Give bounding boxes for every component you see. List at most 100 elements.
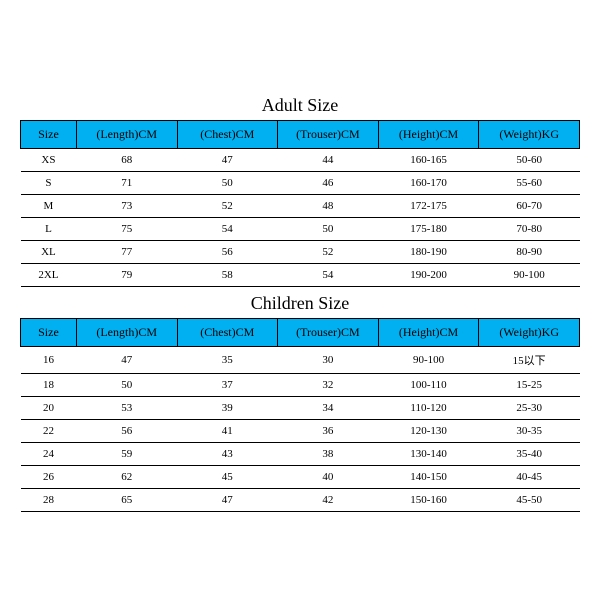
table-cell: 47 — [177, 148, 278, 171]
children-size-table: Size (Length)CM (Chest)CM (Trouser)CM (H… — [20, 318, 580, 512]
table-cell: 90-100 — [479, 263, 580, 286]
table-cell: 150-160 — [378, 488, 479, 511]
table-cell: 62 — [76, 465, 177, 488]
table-cell: 58 — [177, 263, 278, 286]
table-cell: 47 — [76, 346, 177, 373]
table-row: L755450175-18070-80 — [21, 217, 580, 240]
table-cell: 43 — [177, 442, 278, 465]
col-size: Size — [21, 120, 77, 148]
table-cell: 73 — [76, 194, 177, 217]
table-row: 22564136120-13030-35 — [21, 419, 580, 442]
table-cell: L — [21, 217, 77, 240]
table-cell: 15以下 — [479, 346, 580, 373]
table-cell: 75 — [76, 217, 177, 240]
table-cell: 190-200 — [378, 263, 479, 286]
table-cell: S — [21, 171, 77, 194]
col-height: (Height)CM — [378, 318, 479, 346]
table-cell: 60-70 — [479, 194, 580, 217]
col-height: (Height)CM — [378, 120, 479, 148]
table-cell: 40-45 — [479, 465, 580, 488]
table-cell: 15-25 — [479, 373, 580, 396]
col-length: (Length)CM — [76, 318, 177, 346]
table-cell: 20 — [21, 396, 77, 419]
table-cell: 52 — [278, 240, 379, 263]
table-cell: 52 — [177, 194, 278, 217]
table-cell: 54 — [278, 263, 379, 286]
table-cell: 30 — [278, 346, 379, 373]
col-size: Size — [21, 318, 77, 346]
table-cell: 65 — [76, 488, 177, 511]
table-cell: 180-190 — [378, 240, 479, 263]
table-cell: 70-80 — [479, 217, 580, 240]
col-length: (Length)CM — [76, 120, 177, 148]
table-cell: 35-40 — [479, 442, 580, 465]
col-chest: (Chest)CM — [177, 318, 278, 346]
table-cell: M — [21, 194, 77, 217]
table-cell: 16 — [21, 346, 77, 373]
table-header-row: Size (Length)CM (Chest)CM (Trouser)CM (H… — [21, 318, 580, 346]
table-cell: 18 — [21, 373, 77, 396]
table-row: 20533934110-12025-30 — [21, 396, 580, 419]
table-row: S715046160-17055-60 — [21, 171, 580, 194]
table-cell: XS — [21, 148, 77, 171]
table-row: XS684744160-16550-60 — [21, 148, 580, 171]
table-cell: 53 — [76, 396, 177, 419]
table-cell: 44 — [278, 148, 379, 171]
table-cell: 41 — [177, 419, 278, 442]
children-size-title: Children Size — [20, 287, 580, 318]
table-cell: 56 — [177, 240, 278, 263]
table-cell: 175-180 — [378, 217, 479, 240]
table-row: XL775652180-19080-90 — [21, 240, 580, 263]
table-cell: 50 — [177, 171, 278, 194]
table-cell: 39 — [177, 396, 278, 419]
table-cell: 59 — [76, 442, 177, 465]
size-chart-container: Adult Size Size (Length)CM (Chest)CM (Tr… — [20, 89, 580, 512]
table-cell: XL — [21, 240, 77, 263]
table-cell: 45 — [177, 465, 278, 488]
table-cell: 160-170 — [378, 171, 479, 194]
table-cell: 77 — [76, 240, 177, 263]
table-row: M735248172-17560-70 — [21, 194, 580, 217]
table-cell: 46 — [278, 171, 379, 194]
table-cell: 50 — [76, 373, 177, 396]
table-row: 1647353090-10015以下 — [21, 346, 580, 373]
table-cell: 79 — [76, 263, 177, 286]
table-cell: 38 — [278, 442, 379, 465]
table-cell: 90-100 — [378, 346, 479, 373]
table-cell: 100-110 — [378, 373, 479, 396]
table-cell: 36 — [278, 419, 379, 442]
table-cell: 34 — [278, 396, 379, 419]
col-trouser: (Trouser)CM — [278, 318, 379, 346]
table-cell: 2XL — [21, 263, 77, 286]
table-cell: 160-165 — [378, 148, 479, 171]
table-cell: 130-140 — [378, 442, 479, 465]
table-row: 28654742150-16045-50 — [21, 488, 580, 511]
table-cell: 30-35 — [479, 419, 580, 442]
table-cell: 56 — [76, 419, 177, 442]
col-chest: (Chest)CM — [177, 120, 278, 148]
table-row: 26624540140-15040-45 — [21, 465, 580, 488]
adult-size-table: Size (Length)CM (Chest)CM (Trouser)CM (H… — [20, 120, 580, 287]
table-cell: 24 — [21, 442, 77, 465]
table-cell: 140-150 — [378, 465, 479, 488]
table-cell: 28 — [21, 488, 77, 511]
table-cell: 50-60 — [479, 148, 580, 171]
col-trouser: (Trouser)CM — [278, 120, 379, 148]
table-cell: 47 — [177, 488, 278, 511]
table-row: 2XL795854190-20090-100 — [21, 263, 580, 286]
table-cell: 25-30 — [479, 396, 580, 419]
table-cell: 45-50 — [479, 488, 580, 511]
table-cell: 26 — [21, 465, 77, 488]
col-weight: (Weight)KG — [479, 120, 580, 148]
table-cell: 32 — [278, 373, 379, 396]
table-cell: 110-120 — [378, 396, 479, 419]
table-cell: 35 — [177, 346, 278, 373]
table-cell: 22 — [21, 419, 77, 442]
table-row: 18503732100-11015-25 — [21, 373, 580, 396]
table-cell: 68 — [76, 148, 177, 171]
table-cell: 40 — [278, 465, 379, 488]
table-header-row: Size (Length)CM (Chest)CM (Trouser)CM (H… — [21, 120, 580, 148]
table-cell: 55-60 — [479, 171, 580, 194]
table-cell: 42 — [278, 488, 379, 511]
table-cell: 80-90 — [479, 240, 580, 263]
